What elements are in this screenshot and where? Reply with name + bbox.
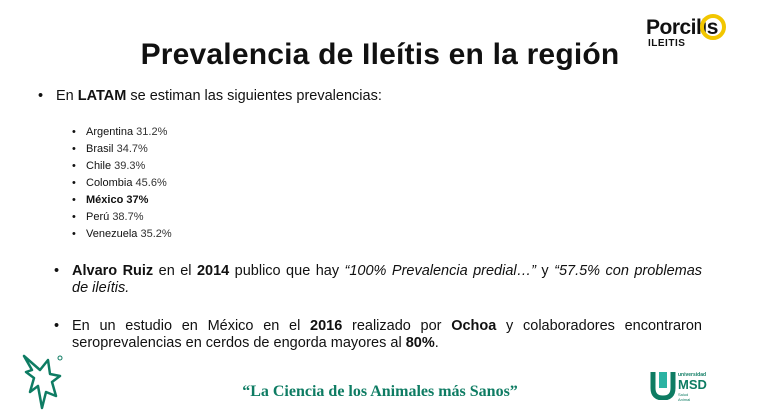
- country-value: 31.2%: [136, 126, 168, 138]
- para3-text: y colaboradores encontraron seroprevalen…: [72, 318, 702, 351]
- country-name: Venezuela: [86, 228, 138, 240]
- country-name: Colombia: [86, 177, 133, 189]
- list-item: • Venezuela 35.2%: [72, 226, 172, 243]
- bullet-latam-bold: LATAM: [77, 88, 127, 104]
- country-name: Perú: [86, 211, 110, 223]
- bullet-mexico-study: • En un estudio en México en el 2016 rea…: [54, 318, 702, 352]
- msd-logo-t2: MSD: [678, 377, 707, 392]
- para3-pct: 80%: [405, 335, 435, 351]
- para2-text: publico que hay: [229, 263, 345, 279]
- bullet-latam: • En LATAM se estiman las siguientes pre…: [38, 88, 382, 104]
- para3-text: .: [434, 335, 439, 351]
- country-value: 45.6%: [135, 177, 167, 189]
- msd-u-icon: [650, 372, 676, 400]
- bullet-dot: •: [72, 160, 76, 172]
- para2-text: y: [535, 263, 555, 279]
- country-value: 35.2%: [140, 228, 172, 240]
- para3-text: realizado por: [342, 318, 452, 334]
- slide-title: Prevalencia de Ileítis en la región: [140, 38, 620, 71]
- bullet-dot: •: [54, 263, 60, 279]
- bullet-latam-post: se estiman las siguientes prevalencias:: [126, 88, 382, 104]
- para2-year: 2014: [196, 263, 230, 279]
- para3-author: Ochoa: [451, 318, 497, 334]
- bullet-dot: •: [72, 143, 76, 155]
- motto: “La Ciencia de los Animales más Sanos”: [242, 383, 518, 400]
- msd-logo-t1: universidad: [678, 372, 707, 378]
- dog-logo-icon: [22, 354, 63, 410]
- list-item: • Brasil 34.7%: [72, 141, 172, 158]
- list-item: • Colombia 45.6%: [72, 175, 172, 192]
- list-item: • Perú 38.7%: [72, 209, 172, 226]
- list-item: • Chile 39.3%: [72, 158, 172, 175]
- para2-text: en el: [153, 263, 197, 279]
- country-list: • Argentina 31.2% • Brasil 34.7% • Chile 39…: [72, 124, 172, 243]
- bullet-alvaro-ruiz: • Alvaro Ruiz en el 2014 publico que hay…: [54, 263, 703, 297]
- porcilis-logo: Porcilis ILEITIS: [646, 12, 736, 56]
- country-value: 34.7%: [116, 143, 148, 155]
- para3-text: En un estudio en México en el: [72, 318, 311, 334]
- list-item: • Argentina 31.2%: [72, 124, 172, 141]
- bullet-dot: •: [72, 177, 76, 189]
- country-value: 37%: [126, 194, 149, 206]
- country-name: Chile: [86, 160, 112, 172]
- bullet-dot: •: [72, 211, 76, 223]
- porcilis-logo-sub: ILEITIS: [648, 38, 686, 49]
- bullet-dot: •: [72, 126, 76, 138]
- country-name: México: [86, 194, 124, 206]
- list-item: • México 37%: [72, 192, 172, 209]
- bullet-latam-pre: En: [56, 88, 78, 104]
- para2-quote1: “100% Prevalencia predial…”: [344, 263, 536, 279]
- para3-year: 2016: [310, 318, 343, 334]
- para2-quote2: “57.5% con problemas de ileítis.: [72, 263, 703, 296]
- bullet-dot: •: [72, 228, 76, 240]
- country-name: Argentina: [86, 126, 134, 138]
- country-name: Brasil: [86, 143, 114, 155]
- porcilis-ring-icon: [700, 14, 726, 40]
- bullet-dot: •: [38, 88, 44, 104]
- country-value: 38.7%: [112, 211, 144, 223]
- msd-logo-t3: Salud Animal: [678, 392, 691, 402]
- bullet-dot: •: [72, 194, 76, 206]
- bullet-dot: •: [54, 318, 60, 334]
- country-value: 39.3%: [114, 160, 146, 172]
- para2-author: Alvaro Ruiz: [72, 263, 154, 279]
